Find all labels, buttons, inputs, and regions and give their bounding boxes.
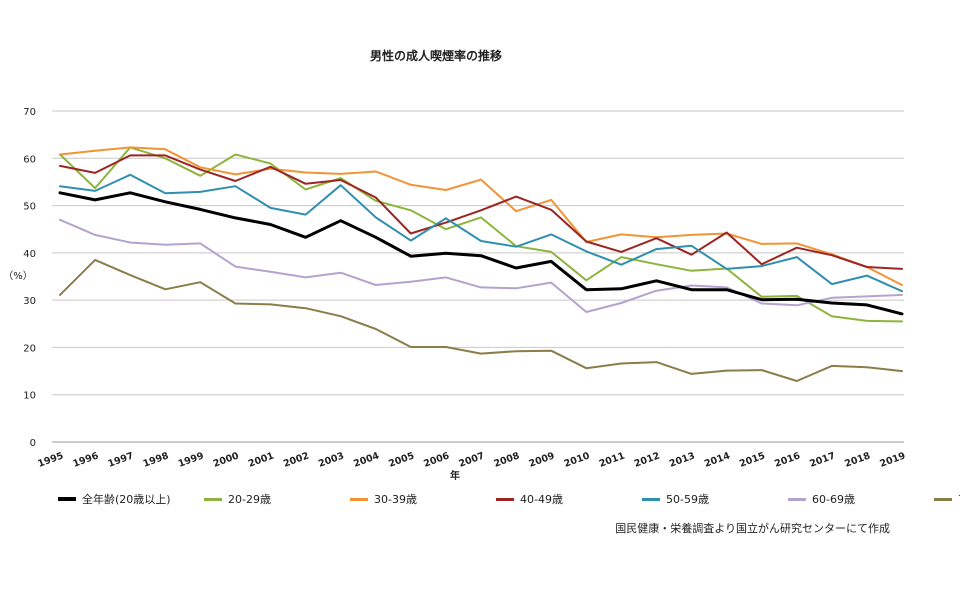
legend-swatch bbox=[204, 497, 222, 501]
x-tick-label: 2011 bbox=[598, 450, 627, 469]
legend-label: 全年齢(20歳以上) bbox=[82, 493, 171, 506]
x-tick-label: 1997 bbox=[107, 450, 136, 469]
x-tick-label: 2014 bbox=[703, 450, 732, 470]
source-note: 国民健康・栄養調査より国立がん研究センターにて作成 bbox=[615, 522, 890, 535]
y-axis-ticks: 0 10 20 30 40 50 60 70 bbox=[23, 107, 36, 449]
series-line-6 bbox=[59, 258, 903, 382]
x-tick-label: 1996 bbox=[71, 450, 100, 470]
x-tick-label: 2004 bbox=[352, 450, 381, 470]
legend-label: 30-39歳 bbox=[374, 493, 417, 506]
legend-swatch bbox=[496, 497, 514, 501]
x-tick-label: 2003 bbox=[317, 450, 346, 469]
legend-label: 40-49歳 bbox=[520, 493, 563, 506]
x-tick-label: 1999 bbox=[177, 450, 206, 469]
series-line-4 bbox=[59, 173, 903, 293]
x-tick-label: 2017 bbox=[808, 450, 837, 469]
x-tick-label: 2005 bbox=[387, 450, 416, 469]
grid-lines bbox=[52, 110, 904, 443]
x-tick-label: 2009 bbox=[528, 450, 557, 469]
x-tick-label: 2006 bbox=[422, 450, 451, 470]
x-tick-label: 2016 bbox=[773, 450, 802, 470]
legend-item: 30-39歳 bbox=[350, 491, 496, 507]
x-tick-label: 2000 bbox=[212, 450, 241, 470]
legend: 全年齢(20歳以上) 20-29歳 30-39歳 40-49歳 50-59歳 60-69歳… bbox=[58, 491, 960, 507]
y-tick-label: 0 bbox=[30, 438, 36, 449]
y-tick-label: 40 bbox=[23, 249, 36, 260]
legend-label: 70歳以上 bbox=[958, 491, 960, 507]
legend-swatch bbox=[58, 497, 76, 501]
x-tick-label: 2015 bbox=[738, 450, 767, 469]
x-tick-label: 2012 bbox=[633, 450, 662, 469]
legend-item: 20-29歳 bbox=[204, 491, 350, 507]
x-axis-ticks: 1995 1996 1997 1998 1999 2000 2001 2002 2003 2004… bbox=[36, 450, 907, 470]
legend-label: 60-69歳 bbox=[812, 493, 855, 506]
x-tick-label: 1998 bbox=[142, 450, 171, 470]
series-line-2 bbox=[59, 146, 903, 286]
x-axis-label: 年 bbox=[450, 469, 460, 482]
legend-item: 70歳以上 bbox=[934, 491, 960, 507]
x-tick-label: 2018 bbox=[843, 450, 872, 470]
series-line-1 bbox=[59, 146, 903, 323]
legend-label: 50-59歳 bbox=[666, 493, 709, 506]
y-tick-label: 70 bbox=[23, 107, 36, 118]
x-tick-label: 2010 bbox=[563, 450, 592, 470]
y-tick-label: 60 bbox=[23, 154, 36, 165]
series-line-0 bbox=[58, 191, 904, 316]
y-tick-label: 20 bbox=[23, 343, 36, 354]
legend-swatch bbox=[934, 497, 952, 501]
y-tick-label: 30 bbox=[23, 296, 36, 307]
legend-item: 全年齢(20歳以上) bbox=[58, 491, 204, 507]
legend-item: 60-69歳 bbox=[788, 491, 934, 507]
legend-label: 20-29歳 bbox=[228, 493, 271, 506]
x-tick-label: 2007 bbox=[457, 450, 486, 469]
y-tick-label: 50 bbox=[23, 202, 36, 213]
y-axis-label: （%） bbox=[3, 270, 33, 282]
x-tick-label: 1995 bbox=[36, 450, 65, 469]
x-tick-label: 2001 bbox=[247, 450, 276, 469]
legend-swatch bbox=[642, 497, 660, 501]
x-tick-label: 2008 bbox=[492, 450, 521, 470]
series-line-3 bbox=[59, 154, 903, 270]
x-tick-label: 2002 bbox=[282, 450, 311, 469]
chart-title: 男性の成人喫煙率の推移 bbox=[370, 48, 502, 63]
legend-item: 50-59歳 bbox=[642, 491, 788, 507]
series-lines bbox=[58, 146, 904, 382]
legend-swatch bbox=[788, 497, 806, 501]
x-tick-label: 2019 bbox=[878, 450, 907, 469]
series-line-5 bbox=[59, 218, 903, 313]
legend-swatch bbox=[350, 497, 368, 501]
legend-item: 40-49歳 bbox=[496, 491, 642, 507]
x-tick-label: 2013 bbox=[668, 450, 697, 469]
y-tick-label: 10 bbox=[23, 391, 36, 402]
